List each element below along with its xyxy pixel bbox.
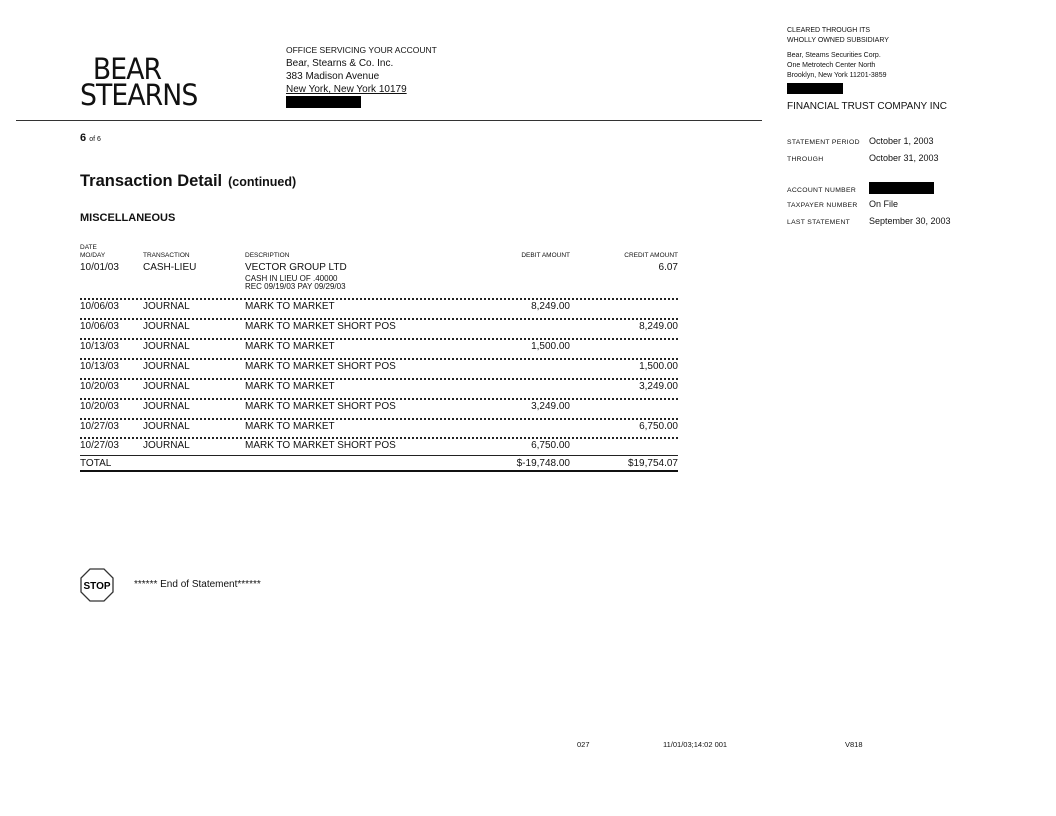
cell-debit: 6,750.00 xyxy=(531,440,570,451)
cell-detail2: REC 09/19/03 PAY 09/29/03 xyxy=(245,282,346,291)
footer-code: 027 xyxy=(577,740,590,749)
row-divider xyxy=(80,437,678,439)
clearing-address2: Brooklyn, New York 11201-3859 xyxy=(787,72,887,79)
client-name: FINANCIAL TRUST COMPANY INC xyxy=(787,101,948,112)
row-divider xyxy=(80,398,678,400)
cell-description: MARK TO MARKET SHORT POS xyxy=(245,321,396,332)
cell-transaction: JOURNAL xyxy=(143,381,190,392)
cell-debit: 8,249.00 xyxy=(531,301,570,312)
cell-credit: 6,750.00 xyxy=(639,421,678,432)
redacted-block xyxy=(286,96,361,108)
cell-date: 10/20/03 xyxy=(80,401,119,412)
clearing-info: CLEARED THROUGH ITS WHOLLY OWNED SUBSIDI… xyxy=(787,26,889,98)
col-date-line1: DATE xyxy=(80,244,97,251)
office-name: Bear, Stearns & Co. Inc. xyxy=(286,58,394,69)
cell-description: MARK TO MARKET SHORT POS xyxy=(245,440,396,451)
cell-credit: 8,249.00 xyxy=(639,321,678,332)
page-current: 6 xyxy=(80,132,87,144)
row-divider xyxy=(80,338,678,340)
clearing-line1: CLEARED THROUGH ITS xyxy=(787,27,871,34)
cell-transaction: JOURNAL xyxy=(143,440,190,451)
cell-date: 10/13/03 xyxy=(80,341,119,352)
last-statement-value: September 30, 2003 xyxy=(869,216,951,226)
cell-transaction: JOURNAL xyxy=(143,421,190,432)
cell-description: MARK TO MARKET SHORT POS xyxy=(245,401,396,412)
cell-date: 10/06/03 xyxy=(80,301,119,312)
row-divider xyxy=(80,298,678,300)
page-title: Transaction Detail (continued) xyxy=(80,172,296,191)
cell-transaction: JOURNAL xyxy=(143,401,190,412)
cell-date: 10/20/03 xyxy=(80,381,119,392)
footer-timestamp: 11/01/03;14:02 001 xyxy=(663,740,728,749)
col-credit: CREDIT AMOUNT xyxy=(624,252,678,259)
total-label: TOTAL xyxy=(80,458,112,469)
cell-transaction: JOURNAL xyxy=(143,341,190,352)
taxpayer-value: On File xyxy=(869,199,899,209)
section-heading: MISCELLANEOUS xyxy=(80,212,176,224)
row-divider xyxy=(80,358,678,360)
total-top-rule xyxy=(80,455,678,456)
title-text: Transaction Detail xyxy=(80,172,223,190)
row-divider xyxy=(80,378,678,380)
col-debit: DEBIT AMOUNT xyxy=(521,252,570,259)
header-divider xyxy=(16,120,762,121)
col-description: DESCRIPTION xyxy=(245,252,290,259)
cell-description: MARK TO MARKET xyxy=(245,421,335,432)
page-number: 6 of 6 xyxy=(80,132,101,144)
account-number-label: ACCOUNT NUMBER xyxy=(787,187,857,194)
cell-credit: 1,500.00 xyxy=(639,361,678,372)
clearing-line2: WHOLLY OWNED SUBSIDIARY xyxy=(787,37,889,44)
total-debit: $-19,748.00 xyxy=(516,458,570,469)
cell-credit: 3,249.00 xyxy=(639,381,678,392)
cell-date: 10/06/03 xyxy=(80,321,119,332)
page-total: of 6 xyxy=(89,136,101,143)
cell-detail1: CASH IN LIEU OF .40000 xyxy=(245,274,338,283)
total-credit: $19,754.07 xyxy=(627,458,678,469)
account-number-redacted xyxy=(869,182,934,194)
cell-description: MARK TO MARKET xyxy=(245,301,335,312)
taxpayer-label: TAXPAYER NUMBER xyxy=(787,202,858,209)
through-label: THROUGH xyxy=(787,156,824,163)
statement-period-value: October 1, 2003 xyxy=(869,136,934,146)
cell-description: MARK TO MARKET xyxy=(245,341,335,352)
bear-stearns-logo: BEAR STEARNS xyxy=(80,52,198,112)
cell-date: 10/13/03 xyxy=(80,361,119,372)
office-header: OFFICE SERVICING YOUR ACCOUNT xyxy=(286,45,437,55)
clearing-address1: One Metrotech Center North xyxy=(787,62,876,69)
redacted-block xyxy=(787,83,843,94)
cell-date: 10/27/03 xyxy=(80,421,119,432)
cell-transaction: JOURNAL xyxy=(143,321,190,332)
statement-period-label: STATEMENT PERIOD xyxy=(787,139,860,146)
cell-debit: 1,500.00 xyxy=(531,341,570,352)
cell-transaction: CASH-LIEU xyxy=(143,262,197,273)
col-transaction: TRANSACTION xyxy=(143,252,190,259)
stop-sign-icon: STOP xyxy=(80,568,114,602)
through-value: October 31, 2003 xyxy=(869,153,939,163)
row-divider xyxy=(80,418,678,420)
office-address1: 383 Madison Avenue xyxy=(286,71,380,82)
col-date: MO/DAY xyxy=(80,252,106,259)
cell-transaction: JOURNAL xyxy=(143,301,190,312)
footer-version: V818 xyxy=(845,740,863,749)
cell-description: VECTOR GROUP LTD xyxy=(245,262,347,273)
row-divider xyxy=(80,318,678,320)
cell-description: MARK TO MARKET xyxy=(245,381,335,392)
last-statement-label: LAST STATEMENT xyxy=(787,219,851,226)
title-suffix: (continued) xyxy=(228,175,297,189)
cell-description: MARK TO MARKET SHORT POS xyxy=(245,361,396,372)
cell-debit: 3,249.00 xyxy=(531,401,570,412)
clearing-name: Bear, Steams Securities Corp. xyxy=(787,52,881,59)
office-address: OFFICE SERVICING YOUR ACCOUNT Bear, Stea… xyxy=(286,44,437,112)
total-bottom-rule xyxy=(80,470,678,472)
logo-line1: BEAR xyxy=(92,52,162,86)
office-address2: New York, New York 10179 xyxy=(286,84,407,95)
cell-transaction: JOURNAL xyxy=(143,361,190,372)
stop-label: STOP xyxy=(83,581,110,592)
logo-line2: STEARNS xyxy=(80,78,198,112)
cell-date: 10/01/03 xyxy=(80,262,119,273)
cell-credit: 6.07 xyxy=(658,262,678,273)
end-of-statement: ****** End of Statement****** xyxy=(134,579,261,590)
cell-date: 10/27/03 xyxy=(80,440,119,451)
